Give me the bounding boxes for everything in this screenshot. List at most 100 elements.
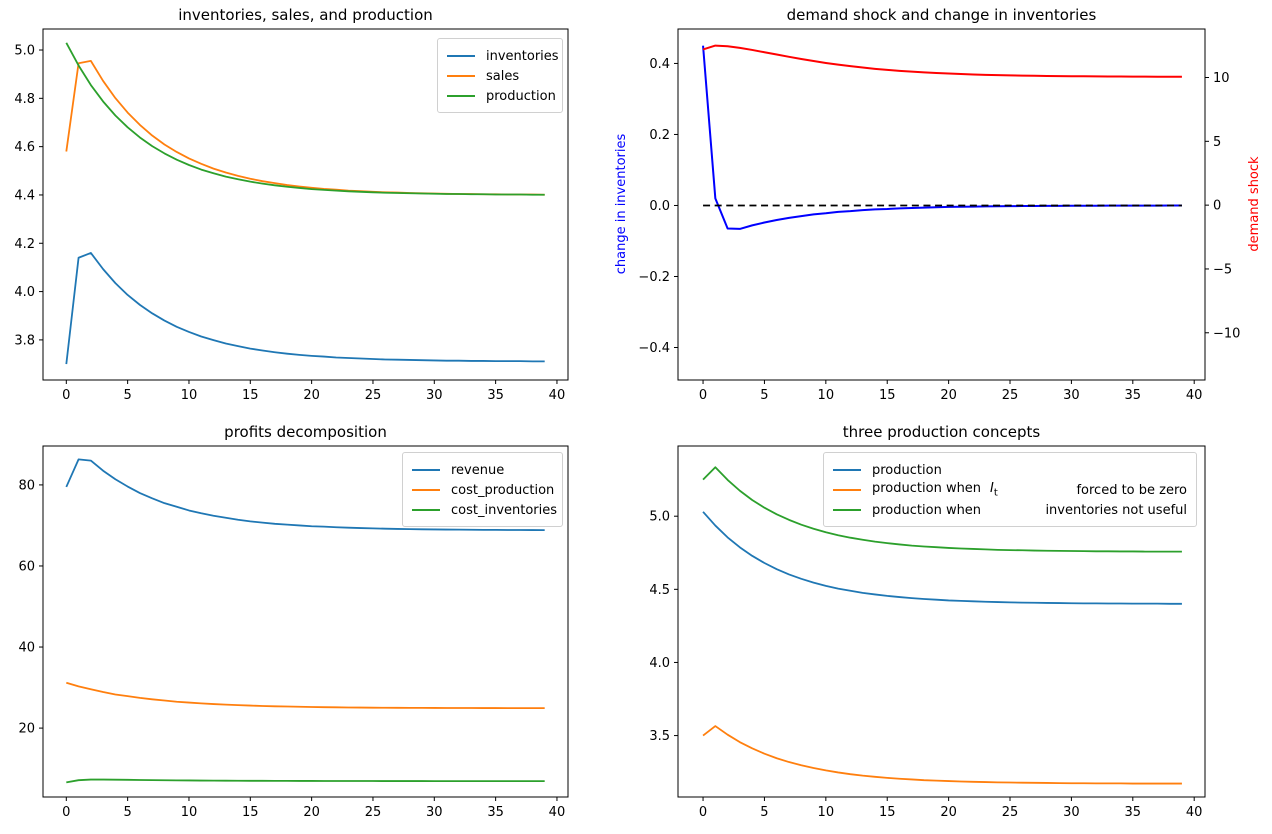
right-y-tick-label: 5 [1213, 135, 1221, 150]
y-tick-label: 4.2 [14, 237, 35, 252]
x-tick-label: 10 [181, 388, 198, 403]
y-tick-label: 20 [18, 722, 35, 737]
x-tick-label: 35 [487, 805, 504, 820]
x-tick-label: 30 [1063, 388, 1080, 403]
legend-item: cost_production [412, 480, 555, 500]
series-line-production-when-i-t-forced-to-be-zero [702, 725, 1182, 785]
panel3-legend: revenue cost_production cost_inventories [402, 452, 563, 527]
x-tick-label: 10 [818, 388, 835, 403]
legend-label: production when It [872, 481, 998, 499]
right-y-tick-label: −10 [1213, 326, 1240, 341]
legend-line-sample [447, 55, 475, 57]
legend-label: cost_inventories [451, 502, 558, 518]
panel1-title: inventories, sales, and production [178, 6, 433, 24]
right-y-axis-label: demand shock [1247, 156, 1262, 252]
legend-label: revenue [451, 462, 505, 478]
x-tick-label: 5 [123, 805, 131, 820]
y-tick-label: 4.8 [14, 92, 35, 107]
y-tick-label: −0.2 [638, 270, 670, 285]
x-tick-label: 15 [242, 388, 259, 403]
panel3-title: profits decomposition [224, 423, 387, 441]
right-y-tick-label: −5 [1213, 262, 1232, 277]
x-tick-label: 0 [699, 805, 707, 820]
legend-label: inventories [486, 48, 559, 64]
right-y-tick-label: 10 [1213, 71, 1230, 86]
y-tick-label: 4.6 [14, 140, 35, 155]
y-tick-label: 4.0 [14, 285, 35, 300]
axes-spines [42, 445, 569, 798]
y-tick-label: 60 [18, 559, 35, 574]
y-tick-label: 4.5 [649, 583, 670, 598]
series-line-demand-shock [702, 44, 1182, 78]
legend-line-sample [412, 489, 440, 491]
y-tick-label: −0.4 [638, 341, 670, 356]
right-y-tick-label: 0 [1213, 199, 1221, 214]
x-tick-label: 25 [365, 388, 382, 403]
x-tick-label: 15 [242, 805, 259, 820]
x-tick-label: 0 [62, 805, 70, 820]
x-tick-label: 15 [879, 388, 896, 403]
legend-item: cost_inventories [412, 500, 557, 520]
legend-item: production [833, 460, 1187, 480]
legend-label-text: production when [872, 481, 982, 497]
legend-label: cost_production [451, 482, 555, 498]
panel-inventories-sales-production: 0 5 10 15 20 25 30 35 40 3.8 4.0 4.2 4.4 4.6 4.8 5.0 [14, 28, 569, 403]
x-tick-label: 40 [1186, 388, 1203, 403]
legend-line-sample [833, 469, 861, 471]
x-tick-label: 30 [426, 805, 443, 820]
y-tick-label: 5.0 [14, 44, 35, 59]
axes-spines [677, 28, 1206, 381]
x-tick-label: 5 [123, 388, 131, 403]
legend-line-sample [833, 489, 861, 491]
panel1-legend: inventories sales production [437, 38, 563, 113]
series-line-cost-production [66, 681, 545, 710]
legend-line-sample [412, 509, 440, 511]
series-line-production [702, 511, 1182, 605]
x-tick-label: 20 [303, 805, 320, 820]
y-tick-label: 80 [18, 478, 35, 493]
y-tick-label: 3.5 [649, 729, 670, 744]
math-symbol-I: I [990, 481, 994, 497]
y-tick-label: 40 [18, 641, 35, 656]
left-y-axis-label: change in inventories [614, 133, 629, 275]
y-tick-label: 0.0 [649, 199, 670, 214]
math-subscript-t: t [993, 487, 998, 499]
panel4-legend: production production when It forced to b… [823, 452, 1197, 527]
series-line-cost-inventories [66, 778, 545, 784]
legend-label: inventories not useful [1045, 502, 1187, 518]
x-tick-label: 35 [1125, 388, 1142, 403]
x-tick-label: 25 [1002, 805, 1019, 820]
legend-line-sample [412, 469, 440, 471]
x-tick-label: 35 [487, 388, 504, 403]
legend-item: production when inventories not useful [833, 500, 1187, 520]
legend-item: revenue [412, 460, 553, 480]
legend-item: production [447, 86, 556, 106]
axes-spines [42, 28, 569, 381]
legend-label: production [486, 88, 556, 104]
panel2-title: demand shock and change in inventories [786, 6, 1097, 24]
x-tick-label: 10 [818, 805, 835, 820]
x-tick-label: 30 [426, 388, 443, 403]
x-tick-label: 40 [549, 388, 566, 403]
panel4-title: three production concepts [842, 423, 1041, 441]
y-tick-label: 4.4 [14, 188, 35, 203]
series-line-production [65, 42, 545, 196]
legend-item: inventories [447, 46, 559, 66]
y-tick-label: 0.2 [649, 128, 670, 143]
x-tick-label: 40 [549, 805, 566, 820]
y-tick-label: 3.8 [14, 333, 35, 348]
x-tick-label: 40 [1186, 805, 1203, 820]
y-tick-label: 5.0 [649, 510, 670, 525]
legend-label: forced to be zero [1076, 482, 1187, 498]
x-tick-label: 20 [940, 388, 957, 403]
x-tick-label: 5 [760, 388, 768, 403]
x-tick-label: 25 [365, 805, 382, 820]
legend-line-sample [833, 509, 861, 511]
x-tick-label: 20 [940, 805, 957, 820]
legend-label: production when [872, 502, 982, 518]
x-tick-label: 20 [303, 388, 320, 403]
x-tick-label: 35 [1125, 805, 1142, 820]
panel-profits-decomposition: 0 5 10 15 20 25 30 35 40 20 40 60 80 [18, 445, 569, 820]
series-line-inventories [65, 252, 545, 365]
